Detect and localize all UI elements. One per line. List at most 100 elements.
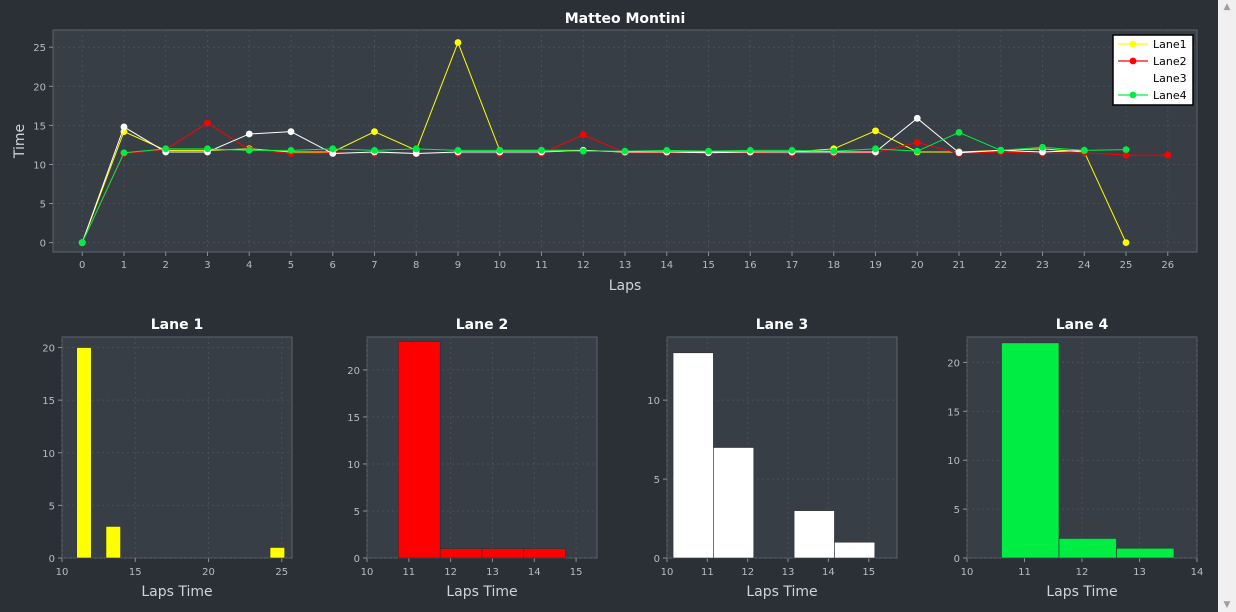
histogram-bar bbox=[76, 347, 92, 559]
data-point bbox=[955, 149, 963, 157]
data-point bbox=[412, 145, 420, 153]
x-tick-label: 25 bbox=[275, 567, 288, 578]
y-tick-label: 25 bbox=[33, 43, 46, 54]
data-point bbox=[913, 139, 921, 146]
x-tick-label: 4 bbox=[246, 260, 252, 271]
data-point bbox=[913, 114, 921, 122]
y-tick-label: 0 bbox=[40, 239, 46, 250]
y-tick-label: 0 bbox=[954, 554, 960, 565]
data-point bbox=[872, 145, 879, 153]
x-tick-label: 15 bbox=[570, 567, 583, 578]
data-point bbox=[245, 146, 253, 154]
x-tick-label: 14 bbox=[822, 567, 835, 578]
chart-title: Lane 3 bbox=[756, 317, 808, 333]
x-axis-label: Laps Time bbox=[746, 584, 817, 600]
x-tick-label: 22 bbox=[994, 260, 1007, 271]
y-tick-label: 5 bbox=[654, 475, 660, 486]
y-tick-label: 0 bbox=[354, 554, 360, 565]
x-axis-label: Laps Time bbox=[1046, 584, 1117, 600]
x-tick-label: 10 bbox=[961, 567, 974, 578]
data-point bbox=[412, 150, 420, 157]
x-tick-label: 6 bbox=[330, 260, 336, 271]
data-point bbox=[579, 147, 587, 155]
data-point bbox=[663, 146, 671, 154]
data-point bbox=[371, 128, 378, 136]
x-tick-label: 13 bbox=[1133, 567, 1146, 578]
y-tick-label: 0 bbox=[49, 554, 55, 565]
lane-2-histogram: 10 11 12 13 14 15 0 5 10 15 20 Lane 2 Laps Time bbox=[347, 317, 598, 600]
histogram-bar bbox=[1058, 538, 1117, 559]
histogram-bar bbox=[269, 547, 285, 559]
x-tick-label: 16 bbox=[744, 260, 757, 271]
histogram-bar bbox=[672, 352, 714, 559]
x-tick-label: 23 bbox=[1036, 260, 1049, 271]
x-tick-label: 21 bbox=[953, 260, 966, 271]
histogram-bar bbox=[793, 510, 835, 559]
data-point bbox=[454, 39, 462, 46]
data-point bbox=[162, 145, 170, 153]
x-tick-label: 19 bbox=[869, 260, 882, 271]
plot-area bbox=[61, 336, 293, 559]
x-tick-label: 12 bbox=[741, 567, 754, 578]
x-tick-label: 15 bbox=[862, 567, 875, 578]
lap-times-line-chart: 0 1 2 3 4 5 6 7 8 9 10 11 12 13 14 15 16 17 18 19 20 21 22 23 24… bbox=[12, 11, 1198, 294]
histogram-bar bbox=[1001, 342, 1060, 559]
x-axis-label: Laps Time bbox=[141, 584, 212, 600]
y-tick-label: 20 bbox=[33, 82, 46, 93]
y-tick-label: 15 bbox=[347, 413, 360, 424]
scroll-up-arrow-icon[interactable]: ▲ bbox=[1223, 2, 1231, 12]
legend-swatch-marker bbox=[1129, 91, 1137, 99]
chart-title: Lane 4 bbox=[1056, 317, 1109, 333]
data-point bbox=[579, 131, 587, 139]
data-point bbox=[245, 130, 253, 138]
x-axis-label: Laps bbox=[609, 278, 642, 294]
legend-label-lane1: Lane1 bbox=[1153, 38, 1187, 51]
y-tick-label: 10 bbox=[33, 160, 46, 171]
x-tick-label: 14 bbox=[528, 567, 541, 578]
x-tick-label: 11 bbox=[402, 567, 415, 578]
x-tick-label: 0 bbox=[79, 260, 85, 271]
x-tick-label: 11 bbox=[701, 567, 714, 578]
data-point bbox=[1164, 151, 1172, 159]
scroll-down-arrow-icon[interactable]: ▼ bbox=[1223, 600, 1231, 610]
grid-lines bbox=[53, 30, 1197, 252]
x-tick-label: 17 bbox=[786, 260, 799, 271]
histogram-bar bbox=[713, 447, 755, 559]
x-tick-label: 15 bbox=[702, 260, 715, 271]
x-tick-label: 13 bbox=[782, 567, 795, 578]
legend-swatch-marker bbox=[1129, 40, 1137, 48]
histogram-bar bbox=[398, 341, 441, 559]
x-tick-label: 10 bbox=[56, 567, 69, 578]
x-tick-label: 3 bbox=[204, 260, 210, 271]
vertical-scrollbar[interactable]: ▲ ▼ bbox=[1218, 0, 1236, 612]
x-tick-label: 9 bbox=[455, 260, 461, 271]
histogram-bar bbox=[481, 548, 525, 559]
x-tick-label: 1 bbox=[121, 260, 127, 271]
x-tick-label: 20 bbox=[911, 260, 924, 271]
histogram-bar bbox=[523, 548, 566, 559]
y-tick-label: 10 bbox=[347, 460, 360, 471]
y-tick-label: 10 bbox=[947, 456, 960, 467]
data-point bbox=[997, 146, 1005, 154]
histogram-bar bbox=[105, 526, 121, 559]
y-tick-label: 15 bbox=[947, 407, 960, 418]
x-tick-label: 2 bbox=[163, 260, 169, 271]
x-tick-label: 26 bbox=[1161, 260, 1174, 271]
series-lane4 bbox=[78, 129, 1130, 247]
x-tick-label: 5 bbox=[288, 260, 294, 271]
x-tick-label: 25 bbox=[1120, 260, 1133, 271]
x-tick-label: 20 bbox=[202, 567, 215, 578]
lane-4-histogram: 10 11 12 13 14 0 5 10 15 20 Lane 4 Laps Time bbox=[947, 317, 1203, 600]
y-tick-label: 0 bbox=[654, 554, 660, 565]
legend-label-lane4: Lane4 bbox=[1153, 89, 1187, 102]
x-tick-label: 24 bbox=[1078, 260, 1091, 271]
x-tick-label: 13 bbox=[486, 567, 499, 578]
x-tick-label: 8 bbox=[413, 260, 419, 271]
legend-label-lane3: Lane3 bbox=[1153, 72, 1187, 85]
chart-title: Matteo Montini bbox=[565, 11, 686, 27]
data-point bbox=[1122, 239, 1130, 247]
x-tick-label: 15 bbox=[129, 567, 142, 578]
y-tick-label: 5 bbox=[49, 501, 55, 512]
data-point bbox=[1080, 146, 1088, 154]
data-point bbox=[621, 147, 629, 155]
